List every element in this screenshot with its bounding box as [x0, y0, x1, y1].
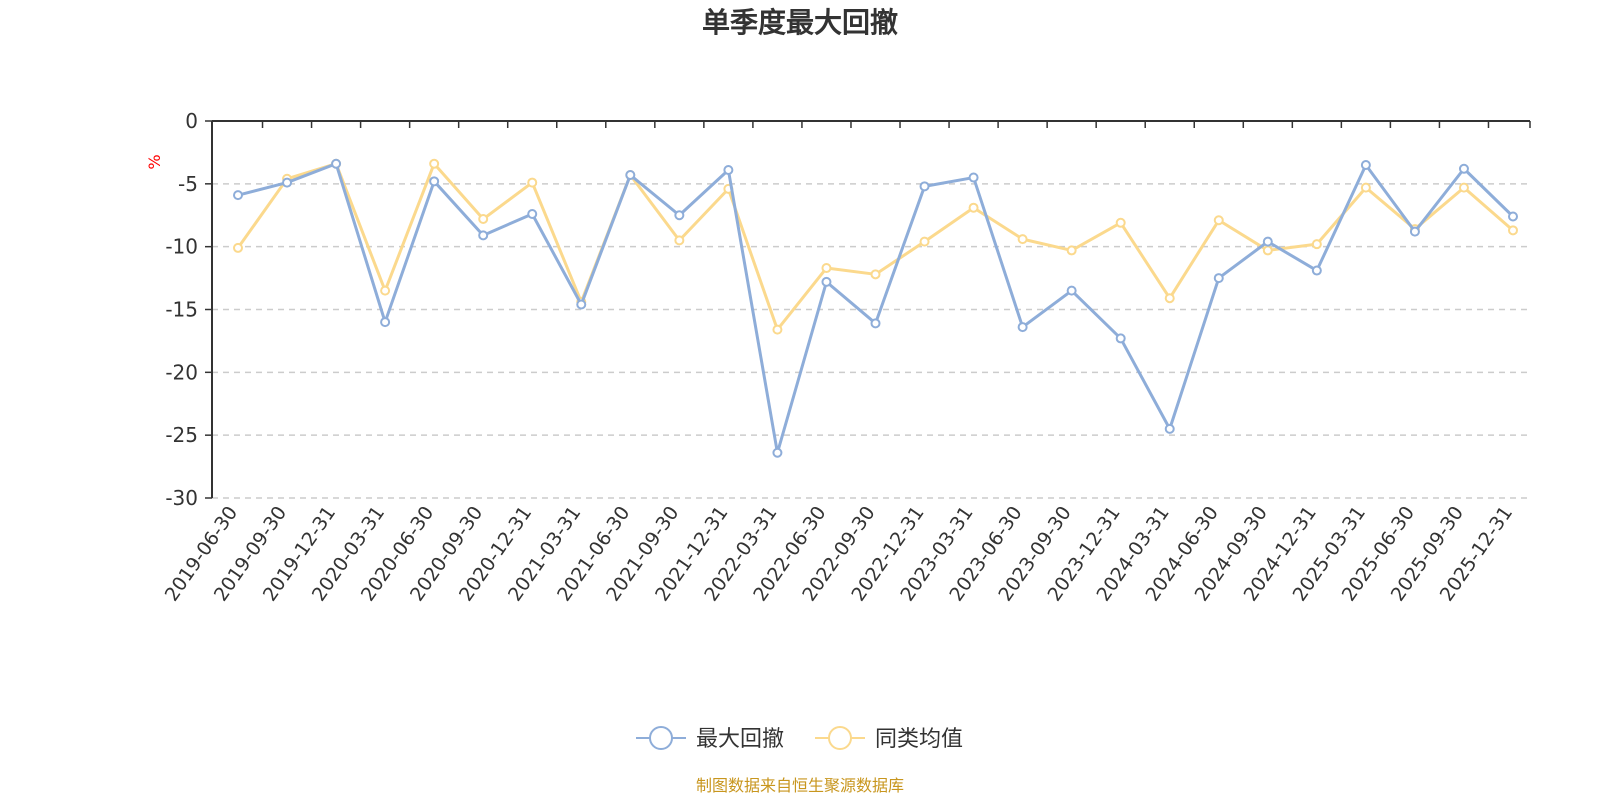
- data-point: [1017, 234, 1028, 245]
- data-point: [1213, 215, 1224, 226]
- legend-label-0: 最大回撤: [696, 727, 784, 752]
- data-point: [527, 208, 538, 219]
- axes: [205, 120, 1531, 499]
- data-point: [1164, 423, 1175, 434]
- data-point: [1213, 273, 1224, 284]
- data-point: [772, 324, 783, 335]
- legend-marker-1: [828, 726, 852, 750]
- y-tick-label: -30: [165, 486, 198, 510]
- data-point: [1508, 225, 1518, 236]
- data-point: [282, 177, 293, 188]
- x-tick-labels: 2019-06-302019-09-302019-12-312020-03-31…: [161, 502, 1517, 605]
- y-tick-label: -20: [165, 360, 198, 384]
- data-point: [1017, 322, 1028, 333]
- y-tick-label: 0: [185, 109, 198, 133]
- data-point: [576, 299, 587, 310]
- data-point: [674, 235, 685, 246]
- data-point: [1458, 163, 1469, 174]
- data-point: [870, 318, 881, 329]
- y-tick-label: -15: [165, 298, 198, 322]
- data-point: [478, 230, 489, 241]
- data-point: [772, 447, 783, 458]
- data-point: [1409, 226, 1420, 237]
- data-point: [821, 263, 832, 274]
- data-point: [527, 177, 538, 188]
- series-layer: [233, 158, 1518, 458]
- data-point: [1311, 265, 1322, 276]
- data-point: [919, 236, 930, 247]
- data-point: [233, 242, 243, 253]
- data-point: [723, 165, 734, 176]
- data-point: [429, 158, 440, 169]
- data-point: [1066, 245, 1077, 256]
- data-point: [478, 214, 489, 225]
- data-point: [1311, 239, 1322, 250]
- data-point: [380, 317, 391, 328]
- data-point: [1164, 293, 1175, 304]
- data-point: [331, 158, 342, 169]
- y-tick-label: -25: [165, 423, 198, 447]
- data-point: [1115, 333, 1126, 344]
- y-tick-labels: 0 -5 -10 -15 -20 -25 -30: [165, 109, 198, 510]
- chart-title: 单季度最大回撤: [702, 6, 898, 39]
- data-point: [380, 285, 391, 296]
- data-point: [625, 170, 636, 181]
- data-point: [1262, 236, 1273, 247]
- legend-marker-0: [649, 726, 673, 750]
- y-axis-label: %: [145, 154, 164, 169]
- data-point: [429, 176, 440, 187]
- data-point: [233, 190, 243, 201]
- data-point: [968, 172, 979, 183]
- data-point: [821, 276, 832, 287]
- legend-label-1: 同类均值: [875, 727, 963, 752]
- data-point: [870, 269, 881, 280]
- y-tick-label: -5: [178, 172, 198, 196]
- source-note: 制图数据来自恒生聚源数据库: [696, 776, 904, 795]
- series-line-0: [237, 162, 1515, 455]
- y-tick-label: -10: [165, 235, 198, 259]
- legend: 最大回撤 同类均值: [636, 726, 963, 752]
- data-point: [1360, 159, 1371, 170]
- data-point: [1115, 217, 1126, 228]
- data-point: [1458, 182, 1469, 193]
- data-point: [1360, 182, 1371, 193]
- data-point: [1066, 285, 1077, 296]
- data-point: [968, 202, 979, 213]
- data-point: [1508, 211, 1518, 222]
- data-point: [1262, 245, 1273, 256]
- data-point: [674, 210, 685, 221]
- data-point: [919, 181, 930, 192]
